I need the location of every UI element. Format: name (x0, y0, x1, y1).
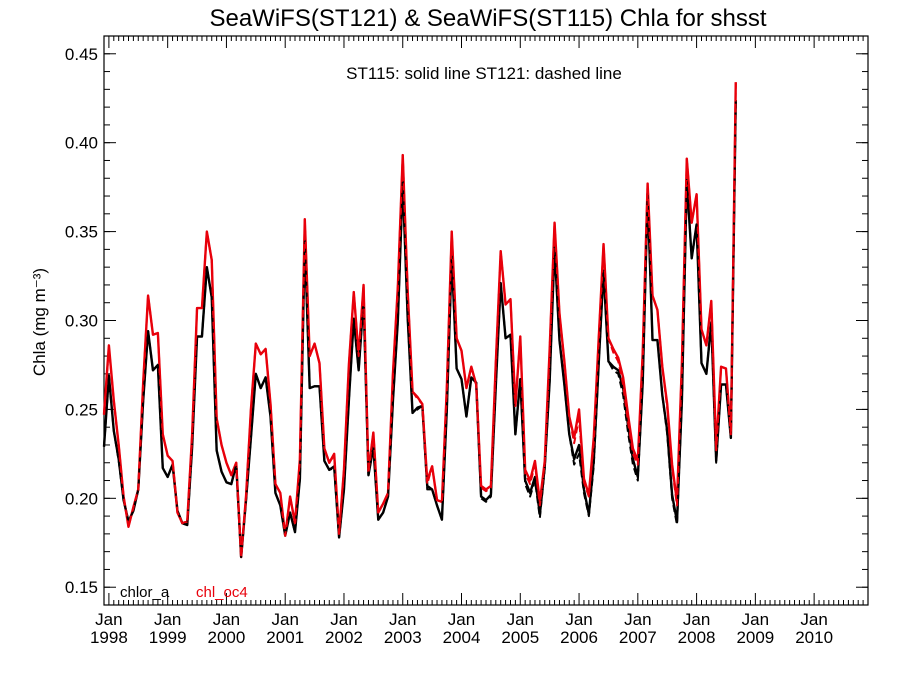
y-axis: 0.15 0.20 0.25 0.30 0.35 0.40 0.45 (65, 35, 868, 606)
x-tick-month-label: Jan (742, 610, 769, 629)
y-tick-label: 0.15 (65, 578, 98, 597)
x-tick-year-label: 2001 (266, 628, 304, 647)
x-tick-year-label: 2006 (560, 628, 598, 647)
x-tick-month-label: Jan (389, 610, 416, 629)
x-tick-month-label: Jan (507, 610, 534, 629)
y-tick-label: 0.35 (65, 223, 98, 242)
x-tick-month-label: Jan (565, 610, 592, 629)
y-tick-label: 0.20 (65, 489, 98, 508)
y-tick-label: 0.45 (65, 45, 98, 64)
x-tick-year-label: 2010 (795, 628, 833, 647)
x-tick-month-label: Jan (624, 610, 651, 629)
series-layer (102, 82, 737, 559)
x-tick-year-label: 2000 (208, 628, 246, 647)
x-tick-year-label: 2009 (736, 628, 774, 647)
y-tick-label: 0.40 (65, 134, 98, 153)
legend-chlor-a: chlor_a (120, 584, 170, 601)
x-tick-month-label: Jan (448, 610, 475, 629)
plot-border (103, 35, 869, 606)
x-tick-month-label: Jan (271, 610, 298, 629)
y-axis-label: Chla (mg m⁻³) (30, 268, 49, 376)
x-tick-year-label: 2007 (619, 628, 657, 647)
plot-frame (103, 35, 869, 606)
x-tick-year-label: 2002 (325, 628, 363, 647)
x-tick-year-label: 1998 (90, 628, 128, 647)
x-tick-month-label: Jan (213, 610, 240, 629)
x-tick-month-label: Jan (95, 610, 122, 629)
chart-title: SeaWiFS(ST121) & SeaWiFS(ST115) Chla for… (209, 5, 766, 32)
x-tick-year-label: 2003 (384, 628, 422, 647)
x-tick-year-label: 1999 (149, 628, 187, 647)
x-tick-year-label: 2005 (501, 628, 539, 647)
x-tick-month-label: Jan (154, 610, 181, 629)
x-axis: Jan1998Jan1999Jan2000Jan2001Jan2002Jan20… (90, 36, 869, 647)
x-tick-month-label: Jan (330, 610, 357, 629)
x-tick-month-label: Jan (800, 610, 827, 629)
y-tick-label: 0.30 (65, 312, 98, 331)
x-tick-year-label: 2004 (443, 628, 481, 647)
x-tick-month-label: Jan (683, 610, 710, 629)
x-tick-year-label: 2008 (678, 628, 716, 647)
series-line-st115-chlor-a (102, 99, 737, 559)
series-line-st115-chl-oc4 (102, 82, 737, 559)
y-tick-label: 0.25 (65, 400, 98, 419)
series-line-st121-chlor-a (103, 99, 737, 558)
legend: chlor_a chl_oc4 (120, 584, 248, 601)
line-style-annotation: ST115: solid line ST121: dashed line (346, 64, 622, 83)
series-line-st121-chl-oc4 (103, 82, 737, 558)
legend-chl-oc4: chl_oc4 (196, 584, 248, 601)
